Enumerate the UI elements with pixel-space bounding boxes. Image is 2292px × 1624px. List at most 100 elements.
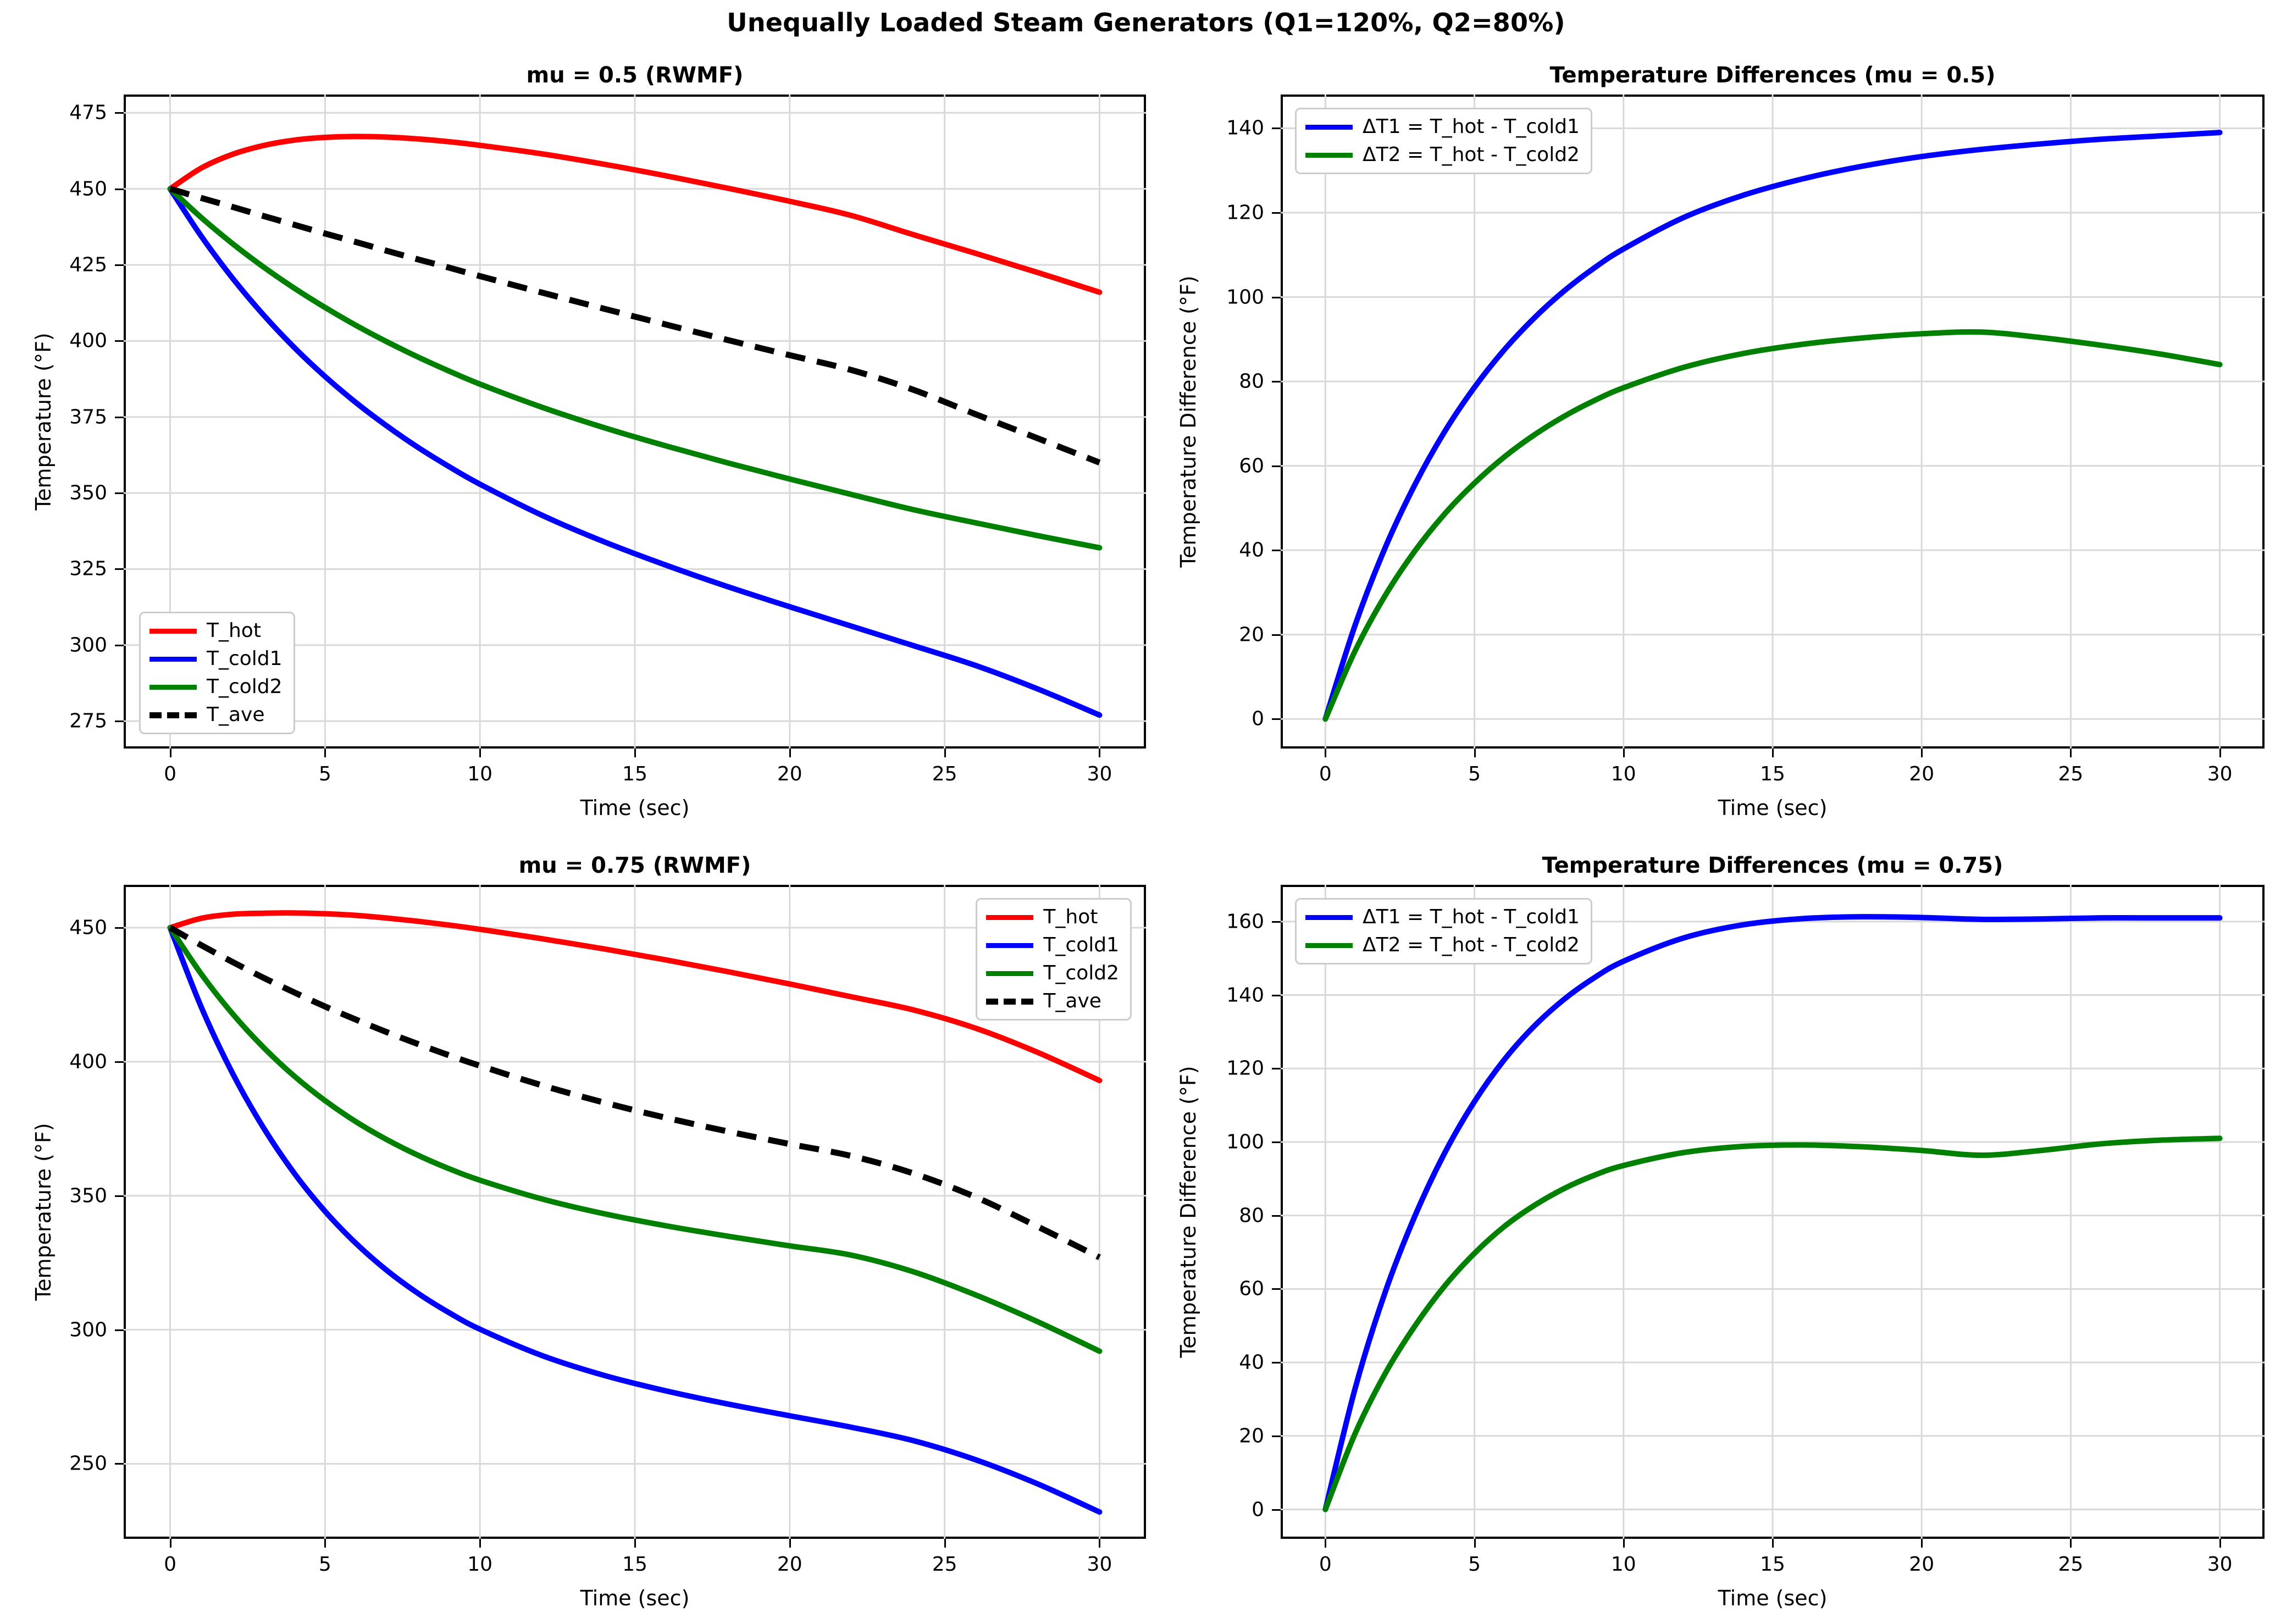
series-line <box>1322 329 2223 722</box>
y-tick-label: 350 <box>69 1184 107 1207</box>
y-tick-label: 120 <box>1226 201 1264 224</box>
x-tick-label: 15 <box>1760 763 1785 785</box>
y-tick-label: 450 <box>69 178 107 201</box>
figure-suptitle: Unequally Loaded Steam Generators (Q1=12… <box>727 8 1565 37</box>
y-tick-mark <box>1272 1068 1281 1070</box>
y-axis-label: Temperature Difference (°F) <box>1176 275 1200 568</box>
x-tick-mark <box>944 1539 946 1548</box>
series-line <box>167 186 1103 718</box>
legend-top-right[interactable]: ΔT1 = T_hot - T_cold1 ΔT2 = T_hot - T_col… <box>1295 108 1592 174</box>
panel-top-left: mu = 0.5 (RWMF) T_hot T_cold1 T_cold2 T_ave… <box>31 63 1146 820</box>
y-tick-mark <box>1272 128 1281 130</box>
legend-entry[interactable]: ΔT1 = T_hot - T_cold1 <box>1305 117 1580 137</box>
legend-bottom-left[interactable]: T_hot T_cold1 T_cold2 T_ave <box>976 898 1132 1021</box>
legend-top-left[interactable]: T_hot T_cold1 T_cold2 T_ave <box>139 612 295 734</box>
y-tick-label: 20 <box>1239 623 1264 646</box>
legend-entry[interactable]: ΔT2 = T_hot - T_cold2 <box>1305 935 1580 955</box>
x-tick-mark <box>2070 749 2072 757</box>
gridlines <box>1281 95 2265 749</box>
legend-bottom-right[interactable]: ΔT1 = T_hot - T_cold1 ΔT2 = T_hot - T_col… <box>1295 898 1592 965</box>
legend-entry[interactable]: T_cold1 <box>986 935 1119 955</box>
x-axis-label: Time (sec) <box>1718 1586 1828 1610</box>
legend-entry-label: T_cold1 <box>1043 934 1119 956</box>
y-tick-mark <box>1272 1435 1281 1437</box>
legend-entry-label: T_hot <box>1043 906 1098 928</box>
legend-entry-label: T_hot <box>207 619 261 642</box>
y-tick-mark <box>115 416 124 418</box>
x-tick-label: 5 <box>1468 1553 1481 1576</box>
y-tick-mark <box>1272 381 1281 383</box>
x-tick-mark <box>2219 1539 2221 1548</box>
x-tick-label: 30 <box>1087 1553 1112 1576</box>
y-tick-mark <box>115 1329 124 1331</box>
x-tick-label: 20 <box>777 763 802 785</box>
y-tick-label: 40 <box>1239 539 1264 562</box>
y-tick-mark <box>115 1195 124 1197</box>
x-tick-mark <box>1474 1539 1476 1548</box>
y-tick-label: 60 <box>1239 1277 1264 1300</box>
y-axis-label: Temperature Difference (°F) <box>1176 1066 1200 1358</box>
legend-entry[interactable]: ΔT1 = T_hot - T_cold1 <box>1305 907 1580 927</box>
y-tick-mark <box>115 340 124 342</box>
y-tick-label: 250 <box>69 1452 107 1475</box>
x-tick-label: 30 <box>2207 763 2233 785</box>
y-tick-mark <box>1272 465 1281 467</box>
y-tick-mark <box>1272 921 1281 923</box>
y-tick-mark <box>1272 1288 1281 1290</box>
panel-title-top-left: mu = 0.5 (RWMF) <box>526 63 744 88</box>
y-tick-label: 100 <box>1226 1130 1264 1154</box>
plot-canvas-bottom-left <box>124 885 1146 1539</box>
y-tick-label: 275 <box>69 710 107 733</box>
series-line <box>1322 130 2223 722</box>
legend-entry[interactable]: T_hot <box>986 907 1119 927</box>
x-tick-mark <box>169 1539 171 1548</box>
x-tick-mark <box>634 749 636 757</box>
x-axis-label: Time (sec) <box>580 796 690 820</box>
legend-entry[interactable]: T_ave <box>986 991 1119 1011</box>
y-tick-mark <box>1272 634 1281 636</box>
legend-entry[interactable]: T_cold1 <box>150 649 283 669</box>
y-tick-mark <box>115 568 124 570</box>
y-tick-label: 140 <box>1226 984 1264 1007</box>
x-tick-label: 25 <box>932 1553 957 1576</box>
panel-title-bottom-right: Temperature Differences (mu = 0.75) <box>1542 853 2003 878</box>
y-tick-label: 40 <box>1239 1351 1264 1374</box>
y-tick-mark <box>115 264 124 266</box>
legend-entry[interactable]: T_hot <box>150 621 283 641</box>
x-tick-mark <box>1921 749 1923 757</box>
y-tick-label: 475 <box>69 101 107 124</box>
series-line <box>167 910 1103 1084</box>
legend-entry[interactable]: T_cold2 <box>150 677 283 697</box>
y-tick-mark <box>1272 1509 1281 1511</box>
x-tick-mark <box>1099 1539 1101 1548</box>
legend-entry[interactable]: T_cold2 <box>986 963 1119 983</box>
x-tick-mark <box>789 1539 791 1548</box>
x-tick-label: 20 <box>1909 1553 1935 1576</box>
legend-entry[interactable]: ΔT2 = T_hot - T_cold2 <box>1305 145 1580 165</box>
x-tick-mark <box>169 749 171 757</box>
x-tick-mark <box>1921 1539 1923 1548</box>
y-tick-label: 325 <box>69 557 107 580</box>
x-tick-label: 15 <box>622 1553 647 1576</box>
series-line <box>169 186 1101 465</box>
x-tick-label: 5 <box>318 763 331 785</box>
x-tick-mark <box>1325 1539 1327 1548</box>
y-tick-mark <box>115 188 124 190</box>
y-tick-label: 0 <box>1252 707 1264 730</box>
y-tick-label: 20 <box>1239 1425 1264 1448</box>
y-tick-label: 140 <box>1226 117 1264 140</box>
x-tick-mark <box>479 1539 481 1548</box>
x-tick-mark <box>1772 749 1774 757</box>
legend-entry[interactable]: T_ave <box>150 705 283 725</box>
x-tick-mark <box>634 1539 636 1548</box>
plot-canvas-bottom-right <box>1281 885 2265 1539</box>
y-tick-label: 375 <box>69 406 107 429</box>
legend-entry-label: ΔT1 = T_hot - T_cold1 <box>1363 906 1580 928</box>
legend-entry-label: T_cold2 <box>1043 962 1119 984</box>
legend-entry-label: T_cold1 <box>207 647 283 670</box>
x-tick-label: 15 <box>1760 1553 1785 1576</box>
x-tick-label: 5 <box>1468 763 1481 785</box>
legend-entry-label: ΔT2 = T_hot - T_cold2 <box>1363 143 1580 166</box>
y-tick-mark <box>1272 1141 1281 1143</box>
x-tick-label: 10 <box>1610 1553 1636 1576</box>
